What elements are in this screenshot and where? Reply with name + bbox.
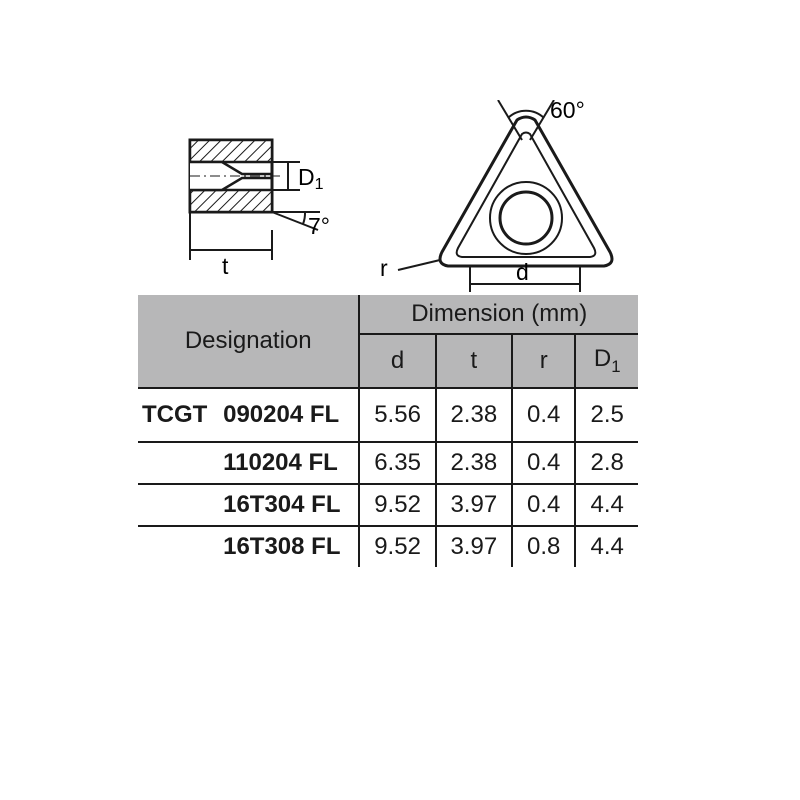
relief-angle-label: 7° xyxy=(308,213,330,239)
side-view: 7° D1 t xyxy=(190,140,330,279)
cell-t: 3.97 xyxy=(436,484,512,526)
col-header-r: r xyxy=(512,334,576,388)
cell-t: 2.38 xyxy=(436,388,512,442)
cell-d: 6.35 xyxy=(359,442,435,484)
cell-r: 0.4 xyxy=(512,442,576,484)
t-label: t xyxy=(222,253,229,279)
cell-r: 0.4 xyxy=(512,484,576,526)
designation-code: 090204 FL xyxy=(219,388,359,442)
cell-d: 9.52 xyxy=(359,526,435,567)
dimension-header: Dimension (mm) xyxy=(359,295,638,334)
cell-r: 0.4 xyxy=(512,388,576,442)
designation-code: 16T304 FL xyxy=(219,484,359,526)
designation-code: 16T308 FL xyxy=(219,526,359,567)
cell-D1: 2.5 xyxy=(575,388,638,442)
d-label: d xyxy=(516,259,529,285)
table-row: TCGT090204 FL5.562.380.42.5 xyxy=(138,388,638,442)
diagram-svg: 7° D1 t xyxy=(170,100,640,295)
cell-d: 9.52 xyxy=(359,484,435,526)
designation-header: Designation xyxy=(138,295,359,388)
designation-code: 110204 FL xyxy=(219,442,359,484)
cell-D1: 4.4 xyxy=(575,484,638,526)
table-row: 110204 FL6.352.380.42.8 xyxy=(138,442,638,484)
cell-r: 0.8 xyxy=(512,526,576,567)
dimension-table: DesignationDimension (mm)dtrD1TCGT090204… xyxy=(138,295,638,567)
cell-D1: 2.8 xyxy=(575,442,638,484)
col-header-d: d xyxy=(359,334,435,388)
cell-t: 2.38 xyxy=(436,442,512,484)
designation-prefix: TCGT xyxy=(138,388,219,442)
top-view: 60° r d xyxy=(380,100,612,292)
cell-d: 5.56 xyxy=(359,388,435,442)
apex-angle-label: 60° xyxy=(550,100,585,123)
cell-D1: 4.4 xyxy=(575,526,638,567)
table-row: 16T308 FL9.523.970.84.4 xyxy=(138,526,638,567)
col-header-t: t xyxy=(436,334,512,388)
d1-label: D1 xyxy=(298,164,324,193)
table-row: 16T304 FL9.523.970.44.4 xyxy=(138,484,638,526)
r-label: r xyxy=(380,255,388,281)
technical-diagram: 7° D1 t xyxy=(170,100,640,295)
col-header-D1: D1 xyxy=(575,334,638,388)
cell-t: 3.97 xyxy=(436,526,512,567)
